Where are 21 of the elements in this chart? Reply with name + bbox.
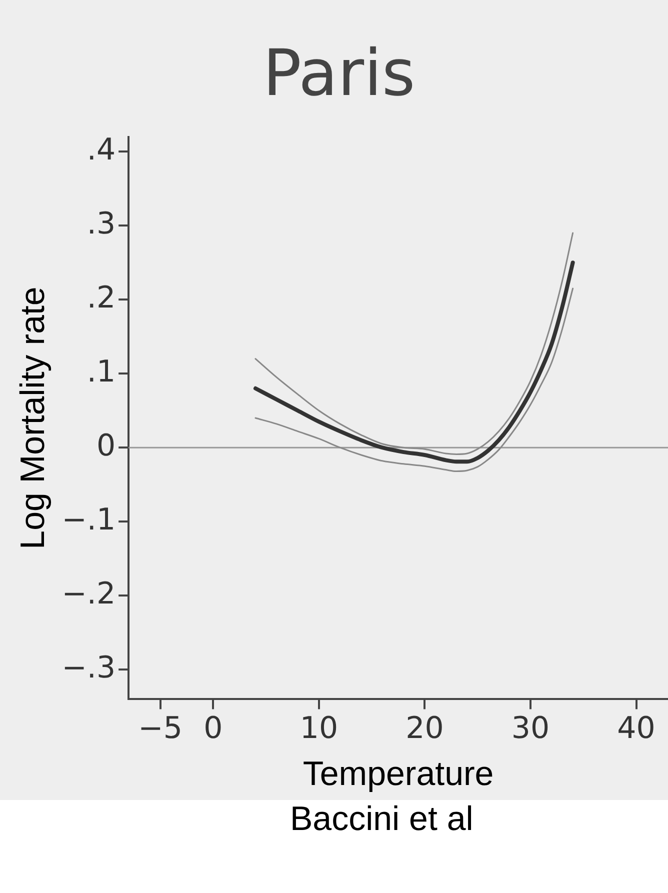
y-tick-label: −.3	[62, 650, 116, 686]
y-tick-label: .4	[86, 132, 116, 168]
y-tick-label: −.1	[62, 502, 116, 538]
x-tick-label: −5	[138, 710, 182, 746]
line-series	[254, 232, 574, 456]
y-tick-label: 0	[96, 428, 116, 464]
y-tick-label: −.2	[62, 576, 116, 612]
line-series	[253, 260, 575, 464]
y-tick-label: .2	[86, 280, 116, 316]
line-series	[254, 288, 574, 472]
x-tick-label: 30	[511, 710, 550, 746]
x-tick-label: 40	[617, 710, 656, 746]
x-axis-title: Temperature	[302, 754, 494, 793]
text: Baccini et al	[289, 800, 474, 839]
chart-title: Paris	[262, 37, 416, 112]
y-tick-label: .1	[86, 354, 116, 390]
x-tick-label: 10	[300, 710, 338, 746]
y-axis-title: Log Mortality rate	[14, 286, 52, 550]
x-tick-label: 20	[406, 710, 444, 746]
x-tick-label: 0	[204, 710, 223, 746]
y-tick-label: .3	[86, 206, 116, 242]
